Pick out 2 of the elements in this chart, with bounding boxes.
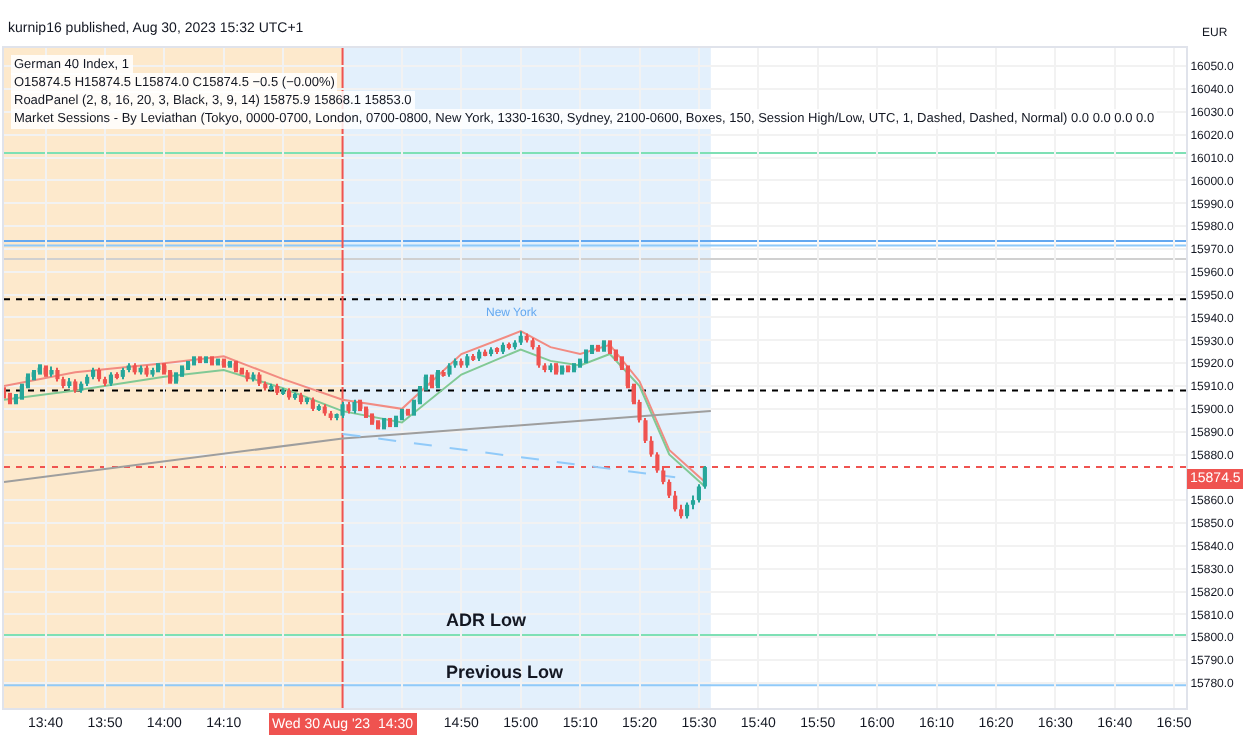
ref-line-label: Previous Low [446, 662, 566, 682]
ref-line-label: ADR Low [446, 610, 528, 630]
